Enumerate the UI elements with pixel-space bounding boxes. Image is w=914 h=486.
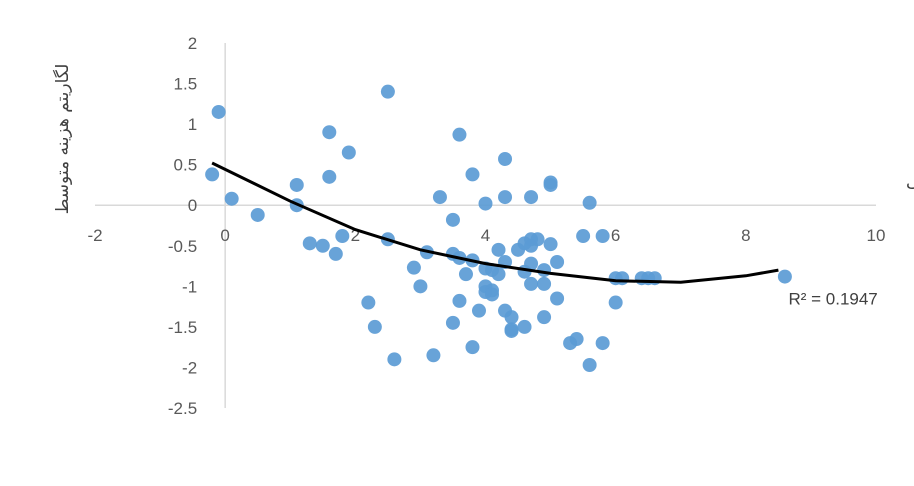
data-point [445,315,460,330]
y-tick-label: 1 [188,115,197,134]
data-point [458,267,473,282]
data-point [445,212,460,227]
data-point [608,295,623,310]
data-point [543,175,558,190]
y-tick-label: -0.5 [168,237,197,256]
data-point [322,125,337,140]
data-point [380,84,395,99]
data-point [576,229,591,244]
data-point [211,104,226,119]
y-tick-label: 0.5 [174,156,198,175]
y-tick-label: -2 [182,358,197,377]
data-point [452,293,467,308]
x-tick-label: 10 [867,226,886,245]
y-tick-label: -1 [182,277,197,296]
data-point [452,127,467,142]
data-point [289,177,304,192]
y-tick-label: 2 [188,34,197,53]
data-point [465,167,480,182]
x-tick-label: 8 [741,226,750,245]
data-point [524,190,539,205]
data-point [537,310,552,325]
data-point [615,271,630,286]
data-point [406,260,421,275]
data-point [569,332,584,347]
data-point [471,303,486,318]
data-point [413,279,428,294]
data-point [550,291,565,306]
r-squared-label: R² = 0.1947 [788,290,877,309]
data-point [485,287,500,302]
data-point [504,322,519,337]
data-point [777,269,792,284]
y-tick-labels: 2 1.5 1 0.5 0 -0.5 -1 -1.5 -2 -2.5 [168,34,197,418]
x-tick-label: 6 [611,226,620,245]
x-tick-labels: -2 0 2 4 6 8 10 [87,226,885,245]
data-point [550,255,565,269]
x-tick-label: 0 [220,226,229,245]
data-point [465,340,480,355]
data-point [595,229,610,244]
data-point [595,336,610,351]
data-point [250,207,265,222]
data-points [205,84,792,373]
x-axis-title: لگاریتم تولید تراکمی [906,171,914,192]
data-point [524,256,539,271]
data-point [341,145,356,160]
data-point [335,229,350,244]
data-point [582,195,597,210]
data-point [498,151,513,166]
data-point [302,236,317,251]
y-tick-label: 1.5 [174,75,198,94]
data-point [432,190,447,205]
x-tick-label: -2 [87,226,102,245]
data-point [367,319,382,334]
y-tick-label: -1.5 [168,318,197,337]
data-point [530,232,545,247]
data-point [524,276,539,291]
data-point [537,263,552,278]
y-tick-label: 0 [188,196,197,215]
data-point [205,167,220,182]
data-point [315,238,330,253]
data-point [543,237,558,252]
data-point [426,348,441,363]
data-point [498,190,513,205]
trendline [211,161,779,284]
data-point [582,358,597,373]
data-point [387,352,402,367]
y-axis-title: لگاریتم هزینه متوسط [52,64,73,215]
x-tick-label: 4 [481,226,490,245]
data-point [491,242,506,257]
data-point [537,276,552,291]
data-point [517,319,532,334]
data-point [328,246,343,261]
y-tick-label: -2.5 [168,399,197,418]
data-point [361,295,376,310]
data-point [478,196,493,211]
data-point [224,191,239,206]
data-point [491,267,506,282]
x-tick-label: 2 [351,226,360,245]
data-point [322,169,337,184]
data-point [504,310,519,325]
